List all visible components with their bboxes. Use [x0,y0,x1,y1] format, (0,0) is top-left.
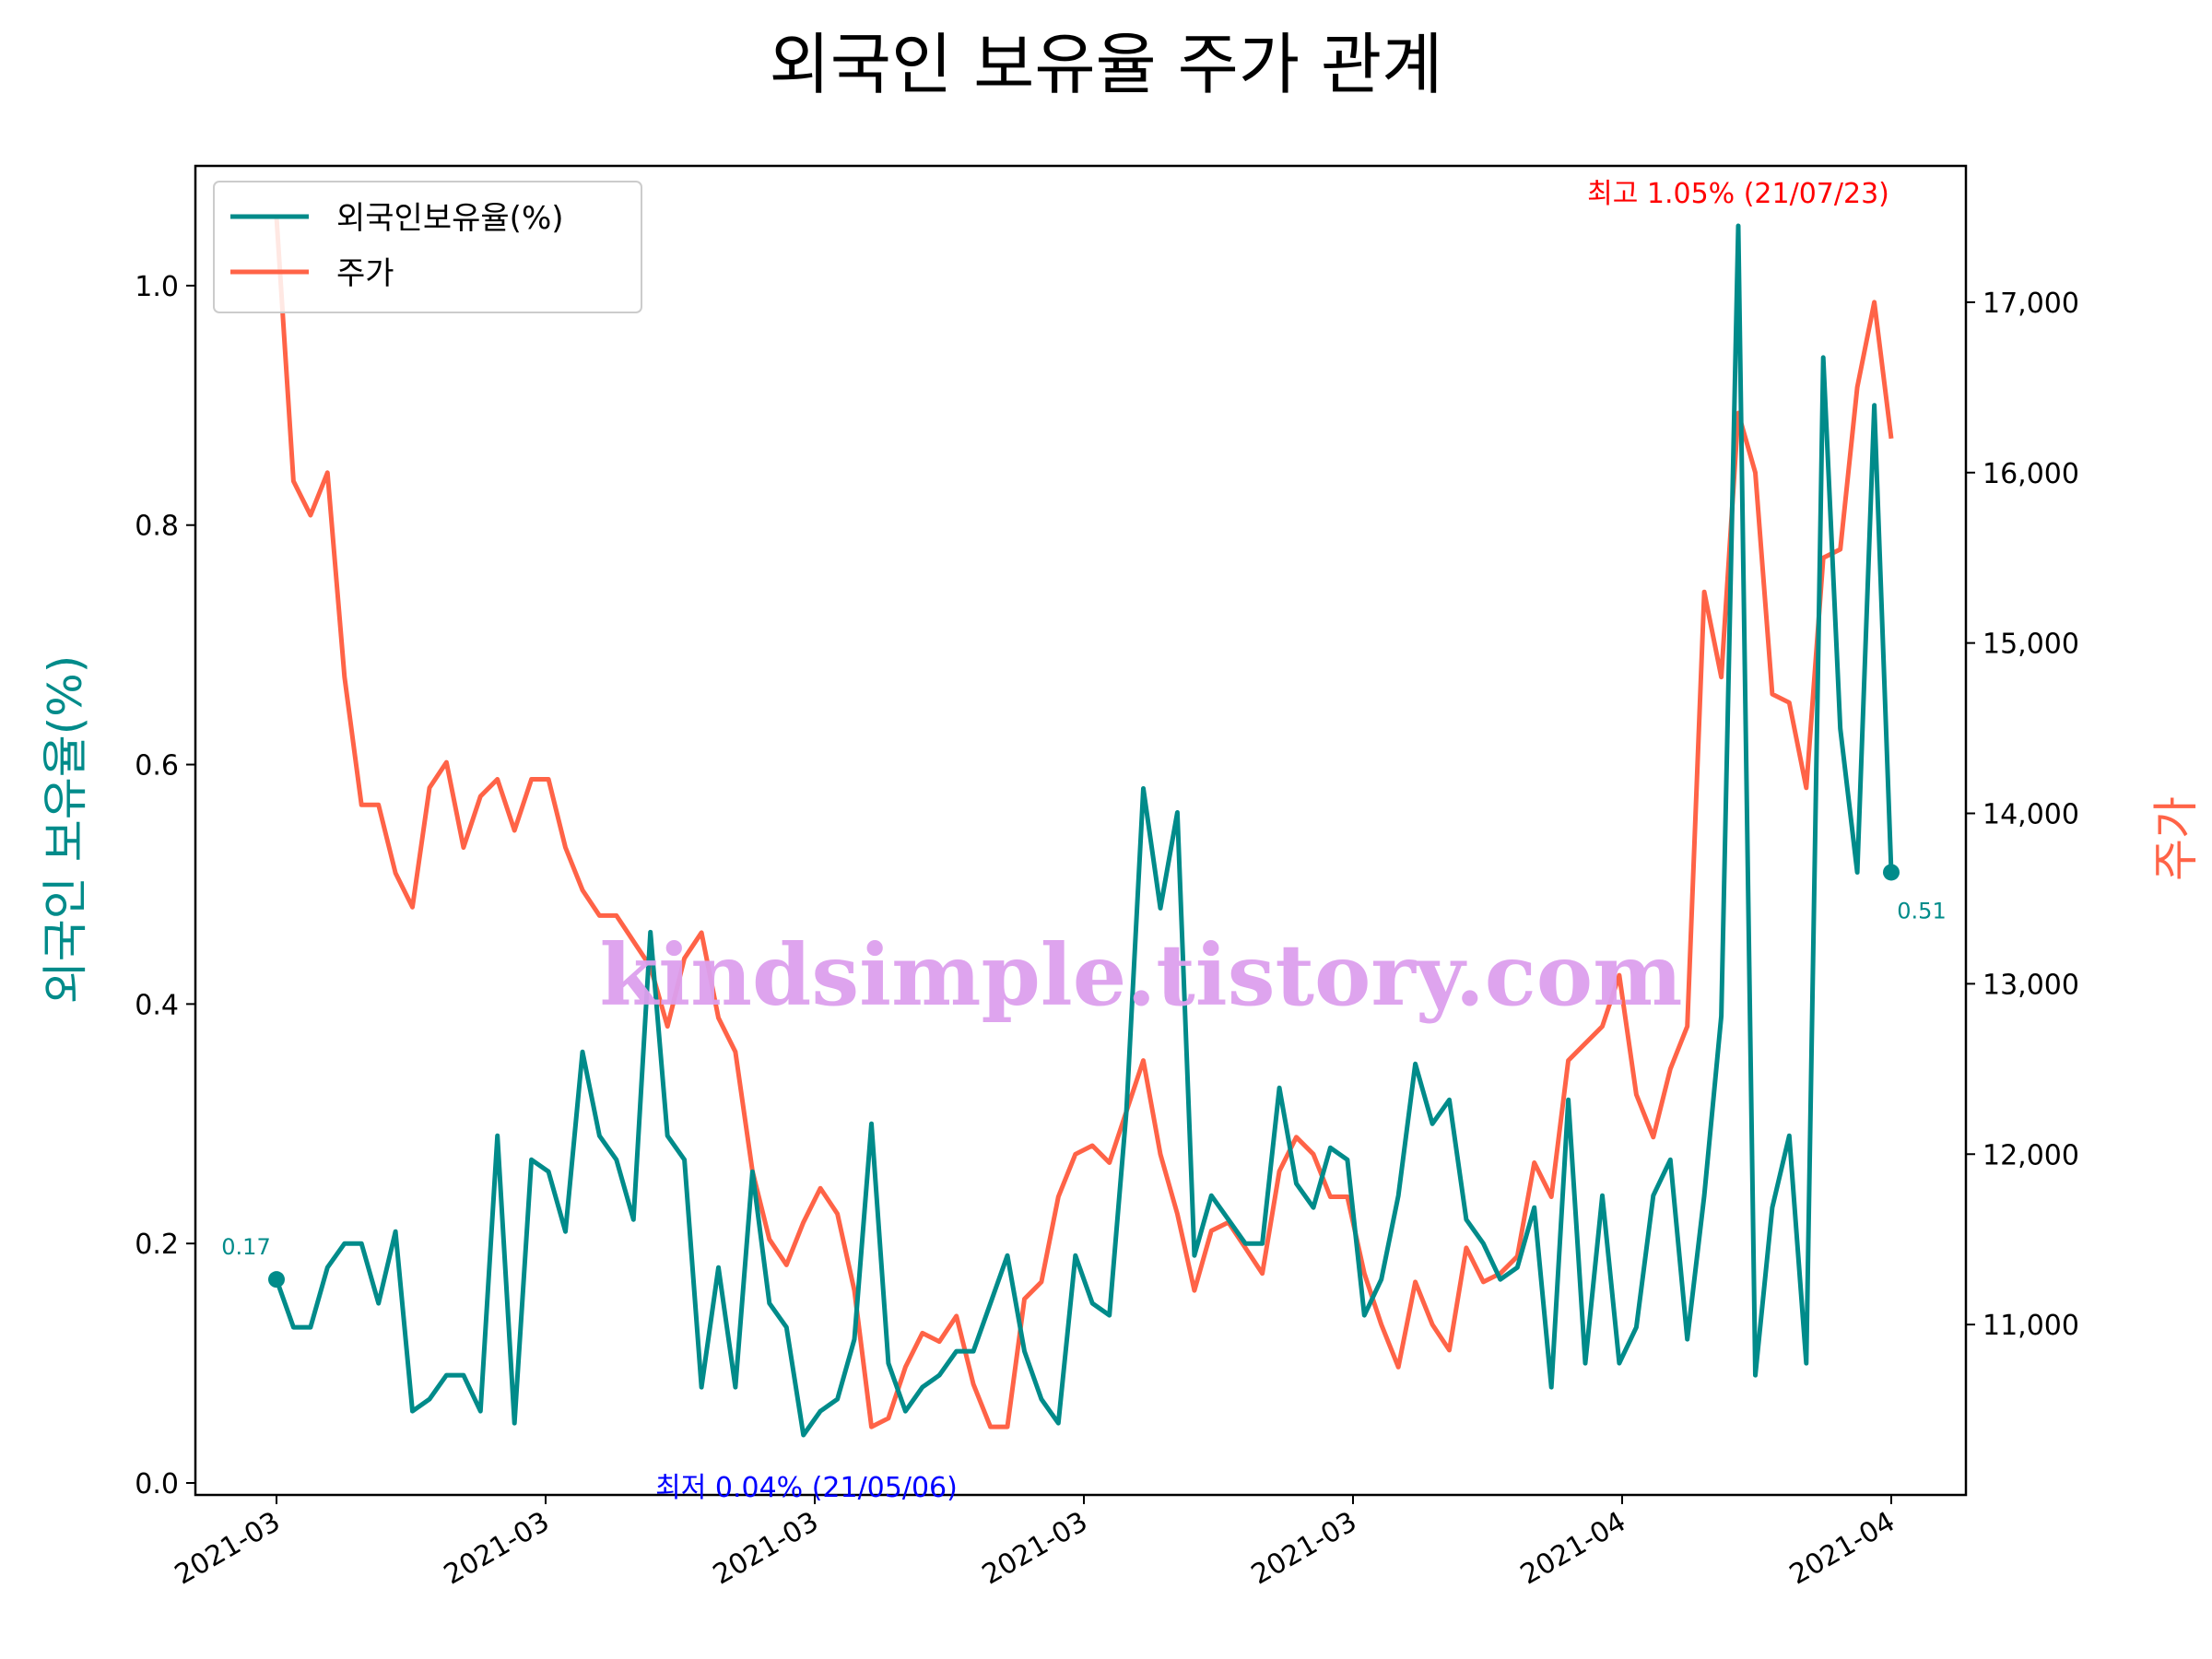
y-left-tick-label: 0.8 [135,511,179,543]
y-left-tick-label: 0.4 [135,989,179,1021]
x-tick-label: 2021-03 [439,1506,555,1592]
x-tick-label: 2021-03 [977,1506,1093,1592]
y-right-tick-label: 12,000 [1983,1139,2079,1171]
legend-label-foreign-ratio: 외국인보유율(%) [336,200,564,237]
annotations: 최고 1.05% (21/07/23) 최저 0.04% (21/05/06) 0.… [221,178,1946,1504]
y-right-tick-label: 14,000 [1983,799,2079,831]
end-point-marker [1883,864,1900,881]
x-tick-label: 2021-03 [708,1506,824,1592]
y-axis-right-label: 주가 [2149,796,2203,881]
y-left-tick-label: 0.0 [135,1468,179,1500]
axes: 0.0 0.2 0.4 0.6 0.8 1.0 11,000 12,000 13,000 14,0… [135,164,2079,1592]
min-annotation: 최저 0.04% (21/05/06) [655,1472,958,1504]
legend: 외국인보유율(%) 주가 [213,181,642,313]
watermark-text: kindsimple.tistory.com [599,925,1682,1025]
start-point-marker [268,1271,285,1288]
x-tick-label: 2021-04 [1515,1506,1631,1592]
legend-label-price: 주가 [336,255,394,292]
max-annotation: 최고 1.05% (21/07/23) [1587,178,1889,210]
y-left-tick-label: 0.6 [135,750,179,782]
y-left-tick-label: 0.2 [135,1229,179,1261]
series-line-foreign-ratio [274,223,1894,1438]
y-right-tick-label: 17,000 [1983,288,2079,320]
y-right-tick-label: 15,000 [1983,629,2079,661]
end-value-label: 0.51 [1897,898,1946,924]
x-tick-label: 2021-03 [1246,1506,1362,1592]
y-axis-left-label: 외국인 보유율(%) [39,655,92,1004]
y-left-tick-label: 1.0 [135,271,179,303]
plot-frame [194,164,1968,1497]
chart-title: 외국인 보유율 주가 관계 [769,26,1442,103]
x-tick-label: 2021-03 [170,1506,286,1592]
series-line-price [274,217,1894,1430]
y-right-tick-label: 11,000 [1983,1310,2079,1342]
y-right-tick-label: 13,000 [1983,969,2079,1001]
plot-area [268,217,1900,1438]
x-tick-label: 2021-04 [1784,1506,1900,1592]
y-right-tick-label: 16,000 [1983,458,2079,490]
start-value-label: 0.17 [221,1234,270,1260]
legend-box [213,181,642,313]
